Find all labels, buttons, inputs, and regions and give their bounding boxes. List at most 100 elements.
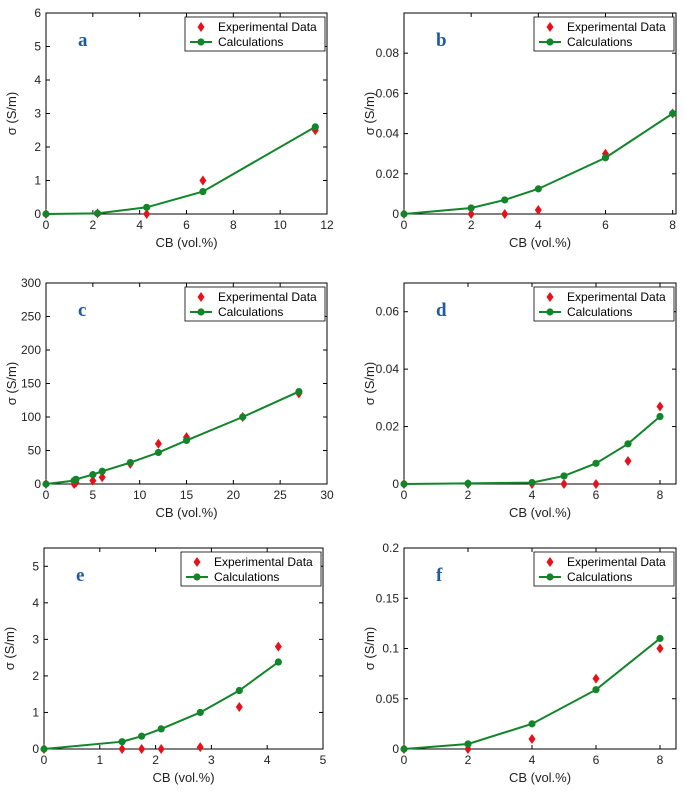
legend-label-calculation: Calculations: [214, 570, 279, 584]
x-tick-label: 2: [465, 488, 472, 502]
calculation-point: [464, 740, 472, 748]
calculation-point: [157, 725, 165, 733]
y-tick-label: 0.2: [382, 541, 399, 555]
x-tick-label: 20: [227, 488, 241, 502]
calculation-line: [45, 126, 316, 215]
experimental-point: [656, 401, 664, 412]
legend-diamond-marker: [546, 22, 554, 32]
y-tick-label: 4: [34, 73, 41, 87]
experimental-point: [157, 744, 165, 754]
y-tick-label: 1: [34, 174, 41, 188]
y-axis-label: σ (S/m): [362, 362, 377, 405]
x-tick-label: 8: [657, 753, 664, 767]
experimental-point: [196, 742, 204, 753]
calculation-line: [43, 661, 279, 750]
legend-label-calculation: Calculations: [567, 570, 632, 584]
x-tick-label: 25: [273, 488, 287, 502]
legend-label-calculation: Calculations: [567, 35, 632, 49]
legend-box: [180, 551, 322, 587]
y-tick-label: 0.05: [376, 692, 400, 706]
chart-panel-d: 0 2 4 6 8 0 0.02 0.04 0.06 CB (vol.%) σ (S/m) d Expe…: [362, 282, 677, 520]
experimental-point: [118, 744, 126, 754]
y-tick-label: 200: [21, 343, 41, 357]
plot-frame: [403, 282, 677, 485]
calculation-point: [98, 467, 106, 475]
calculation-point: [669, 109, 677, 118]
legend-circle-marker: [193, 573, 201, 581]
calculation-point: [464, 479, 472, 488]
legend-label-calculation: Calculations: [218, 35, 283, 49]
legend-diamond-marker: [546, 557, 554, 567]
y-tick-label: 2: [32, 669, 39, 683]
calculation-point: [400, 210, 408, 218]
y-tick-label: 0.02: [376, 420, 400, 434]
calculation-point: [400, 480, 408, 488]
x-axis-label: CB (vol.%): [509, 505, 571, 520]
legend-diamond-marker: [197, 292, 205, 302]
calculation-point: [40, 745, 48, 753]
legend-diamond-marker: [546, 292, 554, 302]
legend-label-experimental: Experimental Data: [567, 290, 666, 304]
y-tick-label: 0: [392, 742, 399, 756]
experimental-point: [89, 475, 97, 486]
x-tick-label: 2: [89, 218, 96, 232]
experimental-point: [501, 209, 509, 219]
x-axis-label: CB (vol.%): [152, 770, 214, 785]
x-tick-label: 1: [96, 753, 103, 767]
experimental-point: [656, 643, 664, 654]
experimental-point: [143, 209, 151, 219]
calculation-point: [624, 440, 632, 448]
calculation-point: [196, 708, 204, 717]
experimental-point: [274, 641, 282, 652]
x-tick-label: 2: [465, 753, 472, 767]
calculation-point: [93, 209, 102, 217]
experimental-point: [467, 209, 475, 219]
x-tick-label: 12: [320, 218, 334, 232]
y-tick-label: 6: [34, 6, 41, 20]
calculation-point: [143, 203, 151, 211]
y-tick-label: 0.02: [376, 167, 400, 181]
y-tick-label: 5: [34, 40, 41, 54]
calculation-point: [592, 686, 600, 694]
x-tick-label: 4: [136, 218, 143, 232]
legend-label-experimental: Experimental Data: [218, 290, 317, 304]
y-tick-label: 0.15: [376, 591, 400, 605]
y-tick-label: 300: [21, 276, 41, 290]
x-axis-label: CB (vol.%): [509, 235, 571, 250]
experimental-point: [235, 701, 243, 712]
panel-letter: b: [436, 30, 447, 51]
x-tick-label: 3: [208, 753, 215, 767]
x-tick-label: 5: [320, 753, 327, 767]
calculation-point: [528, 478, 536, 487]
experimental-point: [592, 673, 600, 684]
chart-panel-e: 0 1 2 3 4 5 0 1 2 3 4 5 CB (vol.%) σ (S/m) e Experiment…: [2, 547, 327, 785]
x-tick-label: 30: [320, 488, 334, 502]
y-tick-label: 0.04: [376, 127, 400, 141]
y-axis-label: σ (S/m): [362, 627, 377, 670]
y-tick-label: 0.06: [376, 305, 400, 319]
experimental-point: [534, 204, 542, 215]
calculation-point: [592, 459, 600, 467]
calculation-point: [239, 413, 247, 421]
x-tick-label: 4: [529, 488, 536, 502]
legend-box: [533, 286, 675, 322]
x-axis-label: CB (vol.%): [155, 235, 217, 250]
calculation-line: [45, 390, 300, 485]
y-tick-label: 0.06: [376, 86, 400, 100]
calculation-point: [42, 210, 50, 218]
calculation-point: [501, 196, 509, 204]
x-tick-label: 0: [41, 753, 48, 767]
experimental-point: [592, 479, 600, 489]
panel-letter: a: [78, 30, 88, 51]
legend-label-experimental: Experimental Data: [218, 20, 317, 34]
y-axis-label: σ (S/m): [4, 92, 19, 135]
x-tick-label: 0: [401, 753, 408, 767]
y-axis-label: σ (S/m): [2, 627, 17, 670]
y-tick-label: 0.1: [382, 642, 399, 656]
experimental-point: [154, 438, 162, 449]
legend-diamond-marker: [197, 22, 205, 32]
x-tick-label: 0: [401, 488, 408, 502]
